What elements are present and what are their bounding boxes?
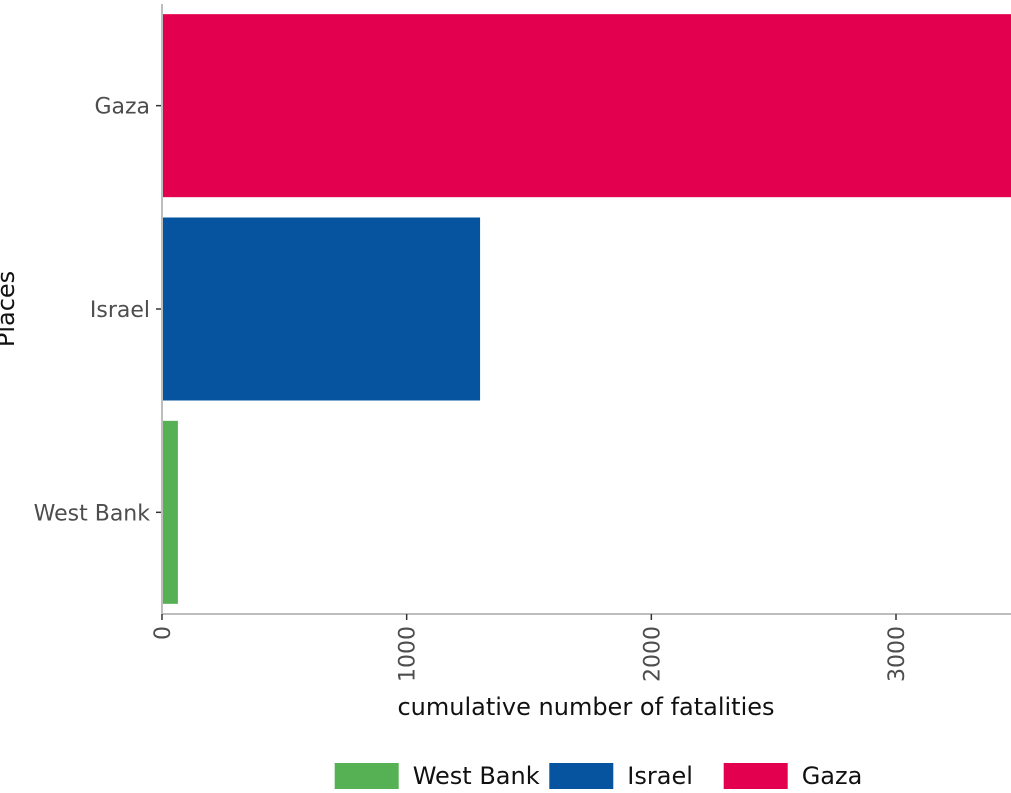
axes-layer: Gaza Israel West Bank 0 1000 2000 3000: [34, 4, 1011, 682]
y-axis-title: Places: [0, 271, 20, 347]
y-tick-label-gaza: Gaza: [94, 95, 150, 120]
bar-gaza: [162, 14, 1011, 198]
legend-swatch-israel: [549, 763, 614, 789]
x-axis-title: cumulative number of fatalities: [397, 693, 774, 721]
x-tick-label-0: 0: [151, 626, 176, 640]
bar-israel: [162, 217, 481, 401]
legend: West Bank Israel Gaza: [334, 762, 863, 790]
legend-label-gaza: Gaza: [802, 762, 863, 790]
x-tick-label-3000: 3000: [885, 626, 910, 682]
legend-label-israel: Israel: [627, 762, 693, 790]
x-tick-label-1000: 1000: [396, 626, 421, 682]
y-tick-label-israel: Israel: [90, 298, 150, 323]
bar-west-bank: [162, 420, 178, 604]
bars-layer: [162, 14, 1011, 604]
legend-swatch-west-bank: [334, 763, 399, 789]
legend-swatch-gaza: [723, 763, 788, 789]
x-tick-label-2000: 2000: [640, 626, 665, 682]
legend-label-west-bank: West Bank: [413, 762, 540, 790]
y-tick-label-west-bank: West Bank: [34, 501, 151, 526]
